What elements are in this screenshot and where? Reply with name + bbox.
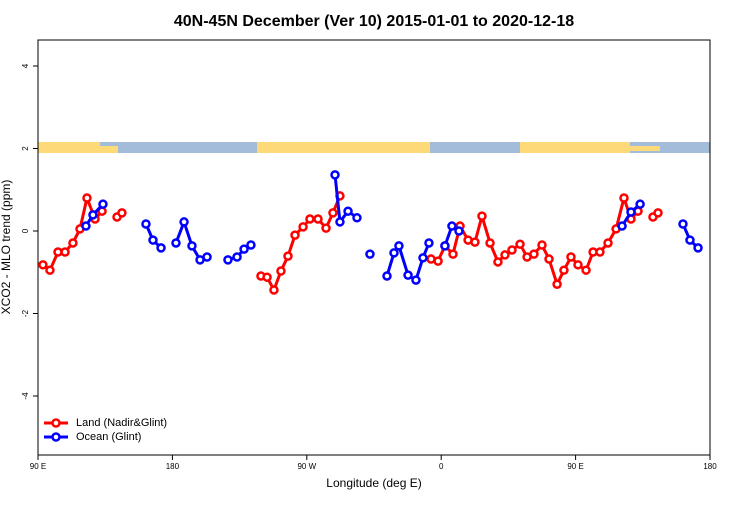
data-point	[365, 249, 375, 259]
data-point	[269, 285, 279, 295]
y-tick-label: 4	[21, 63, 30, 68]
data-point	[559, 265, 569, 275]
data-point	[537, 240, 547, 250]
data-point	[603, 238, 613, 248]
data-point	[424, 238, 434, 248]
y-axis-label: XCO2 - MLO trend (ppm)	[0, 180, 13, 315]
data-point	[515, 239, 525, 249]
x-tick-label: 180	[166, 462, 180, 471]
data-point	[440, 241, 450, 251]
data-point	[82, 193, 92, 203]
data-point	[418, 253, 428, 263]
data-point	[68, 238, 78, 248]
data-point	[394, 241, 404, 251]
data-point	[566, 252, 576, 262]
data-point	[693, 243, 703, 253]
data-point	[305, 214, 315, 224]
series-line	[260, 195, 342, 294]
data-point	[335, 217, 345, 227]
data-point	[179, 217, 189, 227]
plot-frame	[37, 39, 711, 456]
data-point	[678, 219, 688, 229]
y-tick-label: 0	[21, 228, 30, 233]
data-point	[313, 214, 323, 224]
data-point	[330, 170, 340, 180]
data-point	[223, 255, 233, 265]
data-point	[283, 251, 293, 261]
data-point	[88, 210, 98, 220]
data-point	[619, 193, 629, 203]
data-point	[298, 222, 308, 232]
series-line	[174, 217, 208, 262]
data-point	[389, 248, 399, 258]
data-point	[447, 221, 457, 231]
data-point	[45, 265, 55, 275]
data-point	[98, 199, 108, 209]
data-point	[276, 266, 286, 276]
legend-marker	[51, 432, 61, 442]
data-point	[148, 235, 158, 245]
data-point	[403, 270, 413, 280]
data-point	[382, 271, 392, 281]
data-point	[411, 275, 421, 285]
data-point	[493, 257, 503, 267]
data-point	[38, 260, 48, 270]
x-tick-label: 90 W	[297, 462, 316, 471]
data-point	[529, 249, 539, 259]
x-tick-label: 90 E	[30, 462, 46, 471]
data-point	[202, 252, 212, 262]
data-point	[500, 250, 510, 260]
x-tick-label: 180	[703, 462, 717, 471]
legend-label: Ocean (Glint)	[76, 431, 141, 443]
y-tick-label: 2	[21, 146, 30, 151]
y-tick-label: -2	[21, 309, 30, 317]
legend-label: Land (Nadir&Glint)	[76, 417, 167, 429]
data-point	[117, 208, 127, 218]
data-point	[433, 256, 443, 266]
data-point	[507, 245, 517, 255]
data-point	[617, 221, 627, 231]
data-point	[343, 206, 353, 216]
data-point	[477, 211, 487, 221]
series-line	[42, 192, 104, 273]
data-point	[246, 240, 256, 250]
legend-marker	[51, 418, 61, 428]
data-point	[141, 219, 151, 229]
data-point	[595, 247, 605, 257]
data-point	[81, 221, 91, 231]
series-line	[333, 174, 358, 226]
data-point	[290, 230, 300, 240]
data-point	[485, 238, 495, 248]
data-point	[653, 208, 663, 218]
data-point	[470, 237, 480, 247]
chart-title: 40N-45N December (Ver 10) 2015-01-01 to …	[174, 13, 574, 30]
data-point	[635, 199, 645, 209]
data-point	[454, 226, 464, 236]
data-point	[232, 252, 242, 262]
data-point	[581, 265, 591, 275]
data-point	[552, 279, 562, 289]
data-point	[262, 272, 272, 282]
data-point	[448, 249, 458, 259]
data-point	[352, 213, 362, 223]
data-point	[171, 238, 181, 248]
y-tick-label: -4	[21, 392, 30, 400]
data-point	[685, 235, 695, 245]
x-axis-label: Longitude (deg E)	[326, 476, 421, 490]
data-point	[187, 241, 197, 251]
data-point	[60, 247, 70, 257]
data-point	[239, 244, 249, 254]
land-ocean-strip	[38, 142, 710, 153]
x-tick-label: 0	[439, 462, 444, 471]
data-point	[328, 208, 338, 218]
data-point	[573, 260, 583, 270]
data-point	[156, 243, 166, 253]
x-tick-label: 90 E	[567, 462, 583, 471]
data-point	[321, 223, 331, 233]
data-point	[544, 254, 554, 264]
data-point	[626, 207, 636, 217]
